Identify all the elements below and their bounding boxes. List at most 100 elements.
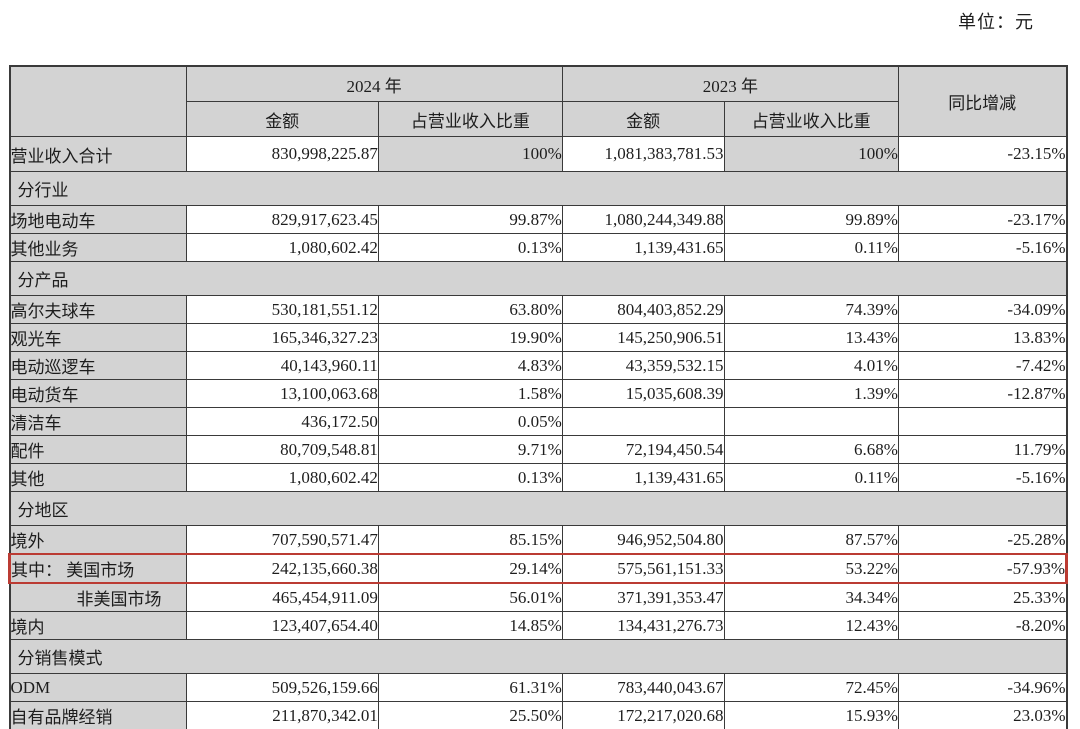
table-row: 非美国市场 465,454,911.09 56.01% 371,391,353.47 3… [9, 582, 1068, 612]
amount-2024: 13,100,063.68 [185, 379, 379, 408]
row-label: 电动巡逻车 [9, 351, 187, 380]
amount-2023: 134,431,276.73 [561, 611, 725, 640]
revenue-breakdown-table: 2024 年 2023 年 同比增减 金额 占营业收入比重 金额 占营业收入比重… [8, 65, 1069, 729]
row-label: 非美国市场 [9, 582, 187, 612]
header-pct-2023: 占营业收入比重 [723, 101, 899, 137]
header-year-2024: 2024 年 [185, 65, 563, 102]
amount-2024: 829,917,623.45 [185, 205, 379, 234]
table-row: 其他业务 1,080,602.42 0.13% 1,139,431.65 0.11% -5… [9, 233, 1068, 262]
header-row-measures: 金额 占营业收入比重 金额 占营业收入比重 [10, 101, 1067, 137]
row-label: 其他 [9, 463, 187, 492]
section-row: 分产品 [9, 261, 1067, 296]
row-label: 清洁车 [9, 407, 187, 436]
yoy-change: -5.16% [897, 233, 1068, 262]
yoy-change: -34.96% [897, 673, 1068, 702]
pct-2023: 6.68% [723, 435, 899, 464]
table-row: 自有品牌经销 211,870,342.01 25.50% 172,217,020.68… [9, 701, 1068, 729]
table-row: 电动巡逻车 40,143,960.11 4.83% 43,359,532.15 4.01… [9, 351, 1068, 380]
unit-label: 单位：元 [958, 12, 1034, 32]
amount-2024: 242,135,660.38 [185, 553, 379, 584]
yoy-change: 13.83% [897, 323, 1068, 352]
row-label: 其中： 美国市场 [8, 553, 187, 584]
pct-2024: 25.50% [377, 701, 563, 729]
table-row: 境外 707,590,571.47 85.15% 946,952,504.80 87.5… [9, 525, 1068, 555]
amount-2023: 145,250,906.51 [561, 323, 725, 352]
amount-2024: 1,080,602.42 [185, 233, 379, 262]
table-row: 营业收入合计 830,998,225.87 100% 1,081,383,781.53… [9, 136, 1068, 172]
pct-2023: 74.39% [723, 295, 899, 324]
row-label: 电动货车 [9, 379, 187, 408]
amount-2023: 1,080,244,349.88 [561, 205, 725, 234]
pct-2023: 87.57% [723, 525, 899, 555]
pct-2024: 19.90% [377, 323, 563, 352]
row-label: 境外 [9, 525, 187, 555]
header-amount-2023: 金额 [561, 101, 725, 137]
header-amount-2024: 金额 [185, 101, 379, 137]
amount-2023: 1,139,431.65 [561, 463, 725, 492]
section-label: 分地区 [9, 491, 1067, 526]
yoy-change: -23.17% [897, 205, 1068, 234]
amount-2023: 72,194,450.54 [561, 435, 725, 464]
row-label: 高尔夫球车 [9, 295, 187, 324]
row-label: 配件 [9, 435, 187, 464]
amount-2024: 509,526,159.66 [185, 673, 379, 702]
row-label: 自有品牌经销 [9, 701, 187, 729]
pct-2023: 99.89% [723, 205, 899, 234]
pct-2023: 15.93% [723, 701, 899, 729]
section-label: 分行业 [9, 171, 1067, 206]
table-row: 观光车 165,346,327.23 19.90% 145,250,906.51 13.… [9, 323, 1068, 352]
table-row: ODM 509,526,159.66 61.31% 783,440,043.67 72.… [9, 673, 1068, 702]
yoy-change: -34.09% [897, 295, 1068, 324]
header-year-2023: 2023 年 [561, 65, 899, 102]
pct-2024: 61.31% [377, 673, 563, 702]
pct-2023 [723, 407, 899, 436]
amount-2023: 371,391,353.47 [561, 582, 725, 612]
corner-cell [9, 65, 187, 137]
table-row-highlighted: 其中： 美国市场 242,135,660.38 29.14% 575,561,151.… [8, 553, 1069, 584]
header-row-years: 2024 年 2023 年 同比增减 [9, 65, 1068, 137]
table-row: 场地电动车 829,917,623.45 99.87% 1,080,244,349.8… [9, 205, 1068, 234]
amount-2023: 15,035,608.39 [561, 379, 725, 408]
table-row: 境内 123,407,654.40 14.85% 134,431,276.73 12.4… [9, 611, 1068, 640]
amount-2023: 946,952,504.80 [561, 525, 725, 555]
yoy-change: -8.20% [897, 611, 1068, 640]
pct-2023: 72.45% [723, 673, 899, 702]
yoy-change: -5.16% [897, 463, 1068, 492]
header-yoy-change: 同比增减 [897, 65, 1068, 137]
amount-2024: 123,407,654.40 [185, 611, 379, 640]
table-row: 电动货车 13,100,063.68 1.58% 15,035,608.39 1.39%… [9, 379, 1068, 408]
pct-2024: 0.13% [377, 233, 563, 262]
amount-2023: 804,403,852.29 [561, 295, 725, 324]
yoy-change: -7.42% [897, 351, 1068, 380]
pct-2024: 4.83% [377, 351, 563, 380]
table-row: 配件 80,709,548.81 9.71% 72,194,450.54 6.68% 11… [9, 435, 1068, 464]
yoy-change: -25.28% [897, 525, 1068, 555]
pct-2023: 0.11% [723, 233, 899, 262]
pct-2024: 29.14% [377, 553, 563, 584]
pct-2024: 1.58% [377, 379, 563, 408]
yoy-change: -12.87% [897, 379, 1068, 408]
pct-2024: 63.80% [377, 295, 563, 324]
amount-2024: 530,181,551.12 [185, 295, 379, 324]
pct-2023: 4.01% [723, 351, 899, 380]
table-row: 清洁车 436,172.50 0.05% [9, 407, 1068, 436]
row-label: 境内 [9, 611, 187, 640]
amount-2024: 40,143,960.11 [185, 351, 379, 380]
row-label: 其他业务 [9, 233, 187, 262]
pct-2024: 0.13% [377, 463, 563, 492]
row-label: 营业收入合计 [9, 136, 187, 172]
pct-2023: 12.43% [723, 611, 899, 640]
table-row: 高尔夫球车 530,181,551.12 63.80% 804,403,852.29 7… [9, 295, 1068, 324]
amount-2023 [561, 407, 725, 436]
amount-2024: 80,709,548.81 [185, 435, 379, 464]
pct-2023: 13.43% [723, 323, 899, 352]
amount-2024: 436,172.50 [185, 407, 379, 436]
pct-2023: 100% [723, 136, 899, 172]
amount-2023: 172,217,020.68 [561, 701, 725, 729]
section-label: 分销售模式 [9, 639, 1067, 674]
pct-2023: 0.11% [723, 463, 899, 492]
amount-2024: 830,998,225.87 [185, 136, 379, 172]
amount-2024: 1,080,602.42 [185, 463, 379, 492]
pct-2023: 1.39% [723, 379, 899, 408]
